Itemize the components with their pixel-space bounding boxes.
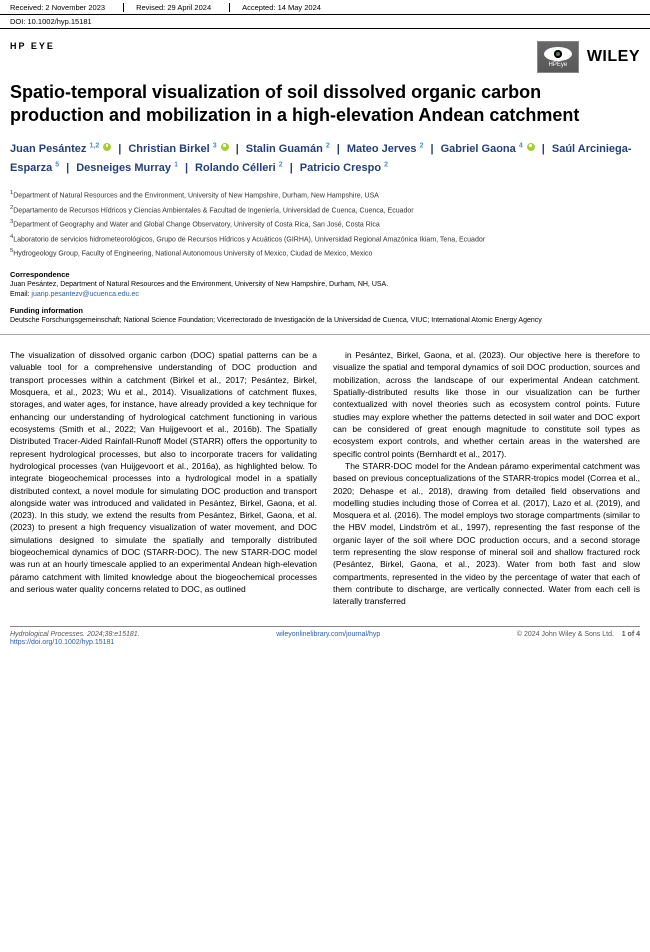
author-separator: | bbox=[236, 143, 239, 155]
body-paragraph: The STARR-DOC model for the Andean páram… bbox=[333, 460, 640, 608]
affiliation-line: 3Department of Geography and Water and G… bbox=[10, 218, 640, 230]
wiley-wordmark: WILEY bbox=[587, 48, 640, 66]
author: Gabriel Gaona 4 bbox=[441, 143, 535, 155]
footer-citation: Hydrological Processes. 2024;38:e15181. bbox=[10, 631, 140, 638]
body-paragraph: The visualization of dissolved organic c… bbox=[10, 349, 317, 595]
footer-right: © 2024 John Wiley & Sons Ltd. 1 of 4 bbox=[517, 631, 640, 638]
author: Rolando Célleri 2 bbox=[195, 162, 283, 174]
publisher-block: HPEye WILEY bbox=[537, 41, 640, 73]
author: Desneiges Murray 1 bbox=[76, 162, 178, 174]
footer-journal: Hydrological Processes. 2024;38:e15181. bbox=[10, 631, 140, 638]
page-footer: Hydrological Processes. 2024;38:e15181. … bbox=[10, 626, 640, 638]
author-separator: | bbox=[337, 143, 340, 155]
submission-dates-bar: Received: 2 November 2023 Revised: 29 Ap… bbox=[0, 0, 650, 15]
author: Mateo Jerves 2 bbox=[347, 143, 424, 155]
orcid-icon[interactable] bbox=[527, 143, 535, 151]
body-text: The visualization of dissolved organic c… bbox=[0, 349, 650, 618]
footer-url[interactable]: wileyonlinelibrary.com/journal/hyp bbox=[276, 631, 380, 638]
correspondence-heading: Correspondence bbox=[10, 270, 640, 281]
correspondence-email-line: Email: juanp.pesantezv@ucuenca.edu.ec bbox=[10, 290, 640, 300]
author: Christian Birkel 3 bbox=[128, 143, 228, 155]
affiliation-sup: 3 bbox=[213, 142, 217, 149]
author-separator: | bbox=[185, 162, 188, 174]
author-separator: | bbox=[431, 143, 434, 155]
accepted-date: Accepted: 14 May 2024 bbox=[242, 3, 339, 12]
affiliation-sup: 2 bbox=[384, 161, 388, 168]
affiliation-sup: 4 bbox=[519, 142, 523, 149]
received-date: Received: 2 November 2023 bbox=[10, 3, 124, 12]
affiliation-sup: 1 bbox=[174, 161, 178, 168]
funding-heading: Funding information bbox=[10, 306, 640, 317]
hpeye-logo: HPEye bbox=[537, 41, 579, 73]
funding-block: Funding information Deutsche Forschungsg… bbox=[0, 306, 650, 335]
orcid-icon[interactable] bbox=[103, 143, 111, 151]
header-row: HP EYE HPEye WILEY bbox=[0, 29, 650, 73]
orcid-icon[interactable] bbox=[221, 143, 229, 151]
correspondence-block: Correspondence Juan Pesántez, Department… bbox=[0, 270, 650, 306]
revised-date: Revised: 29 April 2024 bbox=[136, 3, 230, 12]
author-list: Juan Pesántez 1,2 | Christian Birkel 3 | S… bbox=[0, 140, 650, 185]
affiliation-line: 4Laboratorio de servicios hidrometeoroló… bbox=[10, 233, 640, 245]
author-separator: | bbox=[290, 162, 293, 174]
affiliation-sup: 5 bbox=[55, 161, 59, 168]
hpeye-logo-label: HPEye bbox=[548, 62, 567, 68]
author-separator: | bbox=[66, 162, 69, 174]
author-separator: | bbox=[542, 143, 545, 155]
doi-line: DOI: 10.1002/hyp.15181 bbox=[0, 15, 650, 29]
correspondence-email[interactable]: juanp.pesantezv@ucuenca.edu.ec bbox=[31, 291, 139, 298]
funding-text: Deutsche Forschungsgemeinschaft; Nationa… bbox=[10, 316, 640, 326]
affiliation-sup: 1,2 bbox=[89, 142, 99, 149]
correspondence-text: Juan Pesántez, Department of Natural Res… bbox=[10, 280, 640, 290]
article-title: Spatio-temporal visualization of soil di… bbox=[0, 73, 650, 140]
affiliation-line: 1Department of Natural Resources and the… bbox=[10, 189, 640, 201]
footer-doi[interactable]: https://doi.org/10.1002/hyp.15181 bbox=[0, 638, 650, 652]
author-separator: | bbox=[118, 143, 121, 155]
author: Patricio Crespo 2 bbox=[300, 162, 388, 174]
affiliation-sup: 2 bbox=[279, 161, 283, 168]
email-label: Email: bbox=[10, 291, 31, 298]
affiliations-list: 1Department of Natural Resources and the… bbox=[0, 185, 650, 269]
footer-copyright: © 2024 John Wiley & Sons Ltd. bbox=[517, 631, 614, 638]
affiliation-sup: 2 bbox=[420, 142, 424, 149]
affiliation-sup: 2 bbox=[326, 142, 330, 149]
affiliation-line: 5Hydrogeology Group, Faculty of Engineer… bbox=[10, 247, 640, 259]
author: Juan Pesántez 1,2 bbox=[10, 143, 111, 155]
affiliation-line: 2Departamento de Recursos Hídricos y Cie… bbox=[10, 204, 640, 216]
section-label: HP EYE bbox=[10, 41, 55, 51]
body-paragraph: in Pesántez, Birkel, Gaona, et al. (2023… bbox=[333, 349, 640, 460]
footer-page-number: 1 of 4 bbox=[622, 631, 640, 638]
author: Stalin Guamán 2 bbox=[246, 143, 330, 155]
